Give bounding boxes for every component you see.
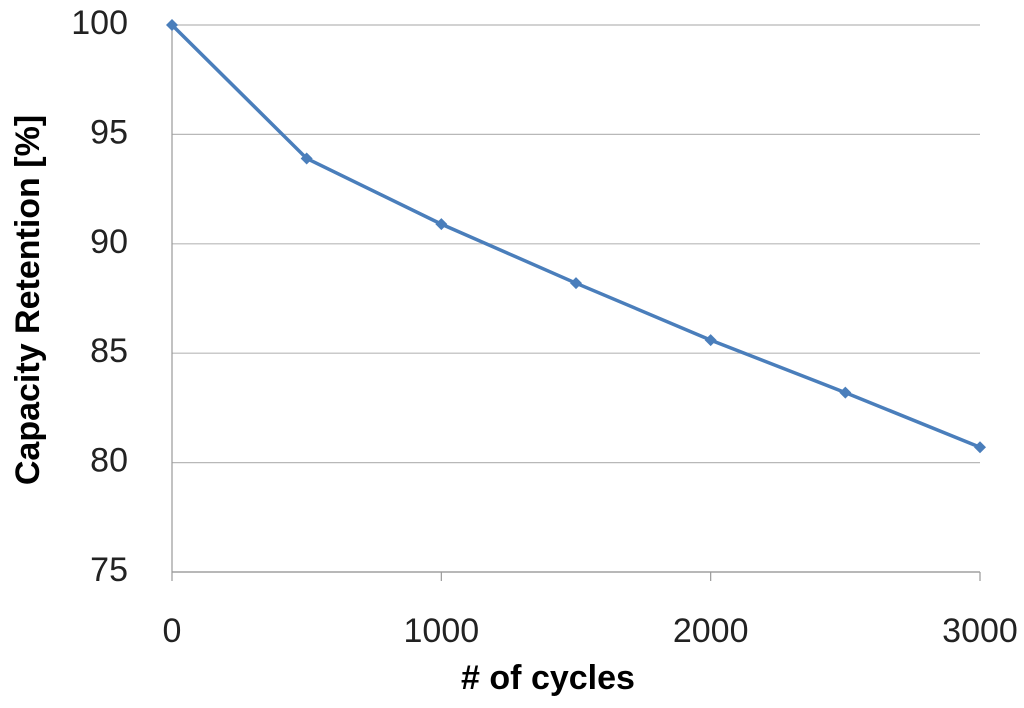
data-point — [839, 386, 852, 399]
y-tick-label: 80 — [90, 442, 128, 480]
y-tick-label: 90 — [90, 223, 128, 261]
series-line — [170, 23, 981, 449]
x-tick-label: 0 — [163, 612, 182, 650]
data-point — [435, 218, 448, 231]
data-point — [300, 152, 313, 165]
y-axis-title: Capacity Retention [%] — [9, 115, 47, 485]
data-point — [704, 334, 717, 347]
data-point — [166, 19, 178, 31]
y-tick-label: 85 — [90, 332, 128, 370]
y-tick-label: 75 — [90, 551, 128, 589]
data-point — [974, 441, 986, 454]
x-tick-label: 1000 — [404, 612, 480, 650]
x-tick-label: 2000 — [673, 612, 749, 650]
y-tick-label: 95 — [90, 113, 128, 151]
x-axis-title: # of cycles — [461, 659, 635, 697]
x-tick-label: 3000 — [942, 612, 1018, 650]
data-point — [570, 277, 582, 290]
y-tick-label: 100 — [71, 4, 128, 42]
